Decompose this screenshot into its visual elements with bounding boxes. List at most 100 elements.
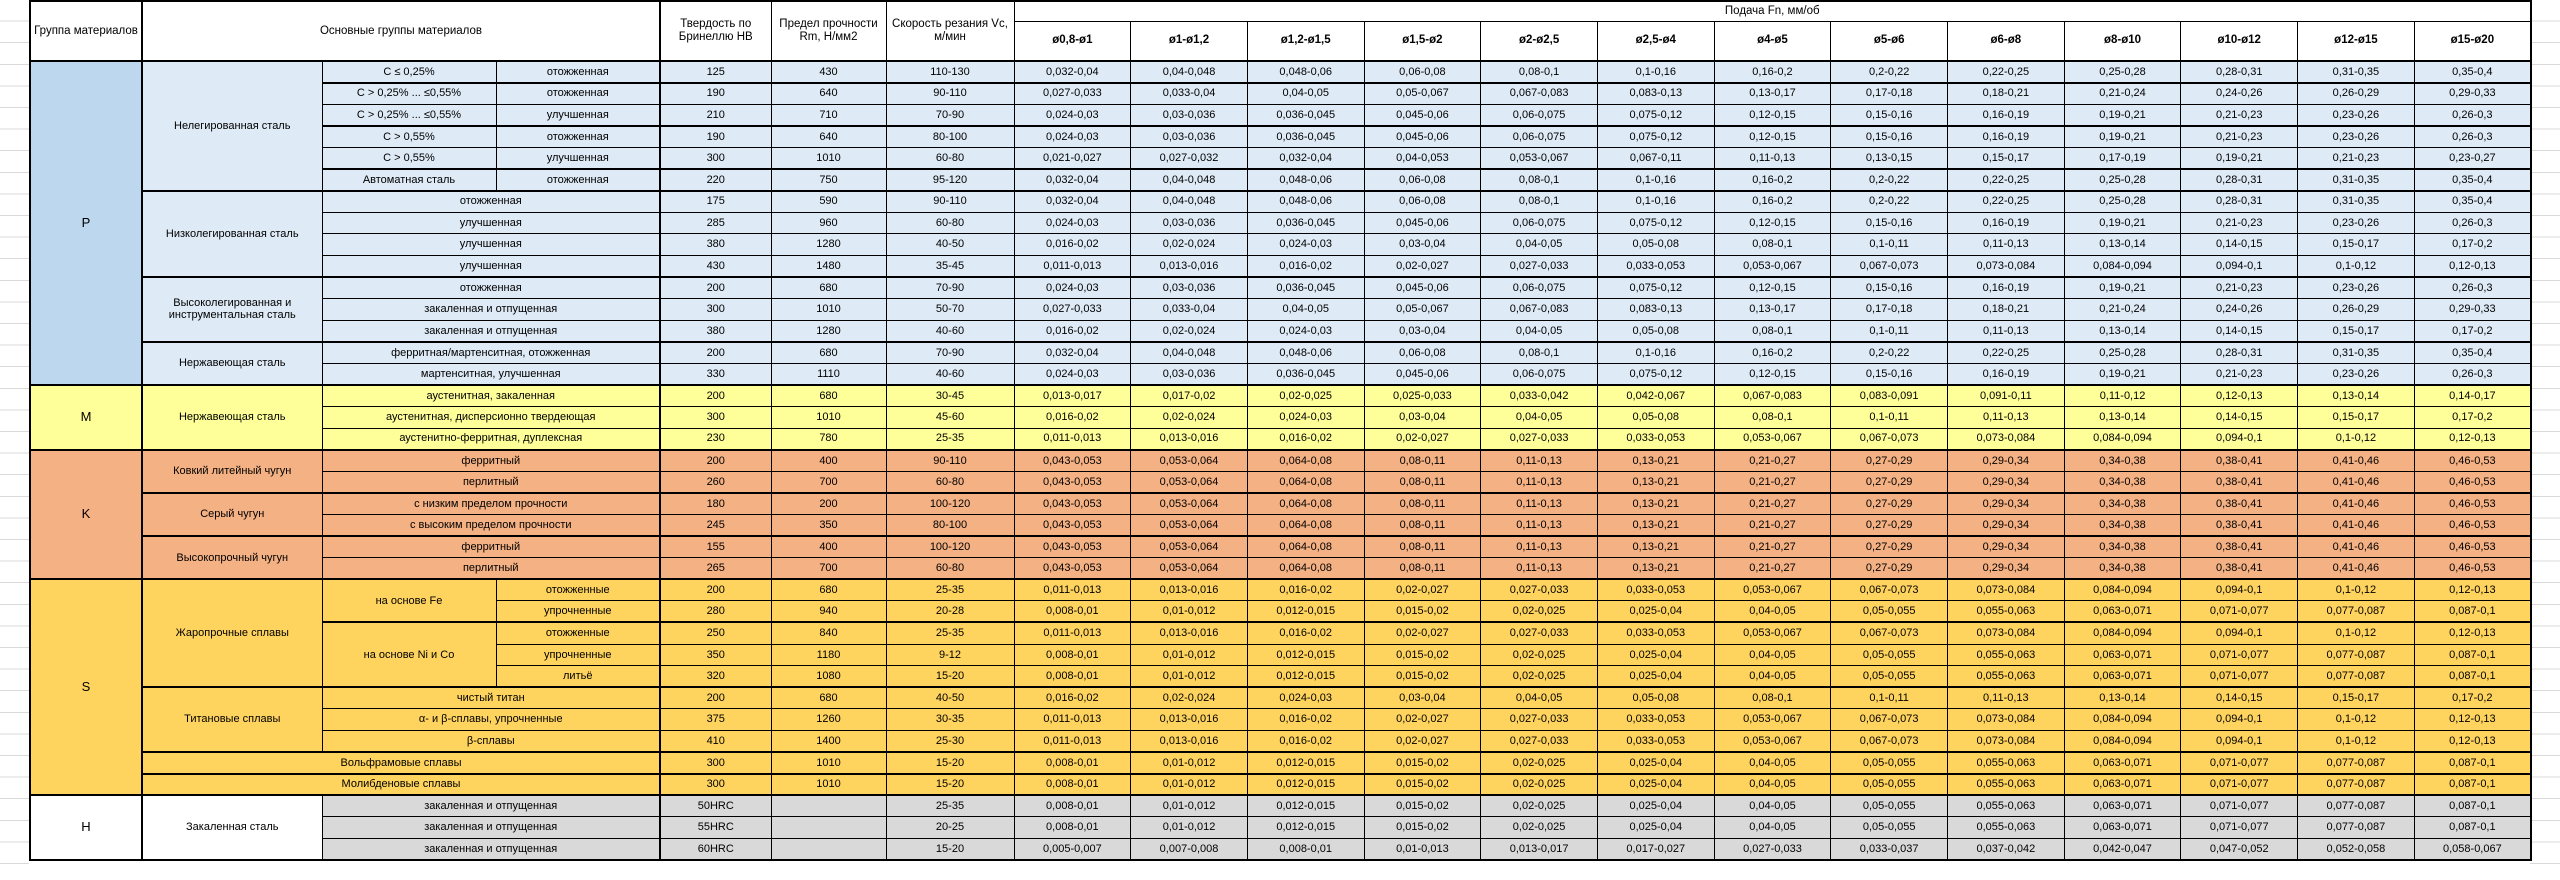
feed-cell-ø6-ø8[interactable]: 0,16-0,19 — [1947, 103, 2065, 127]
feed-cell-ø1-ø1,2[interactable]: 0,04-0,048 — [1130, 60, 1248, 84]
feed-cell-ø10-ø12[interactable]: 0,38-0,41 — [2180, 448, 2299, 472]
feed-cell-ø0,8-ø1[interactable]: 0,008-0,01 — [1013, 665, 1132, 688]
feed-cell-ø2-ø2,5[interactable]: 0,02-0,025 — [1480, 794, 1598, 818]
feed-cell-ø2,5-ø4[interactable]: 0,13-0,21 — [1596, 448, 1715, 472]
feed-cell-ø1,5-ø2[interactable]: 0,015-0,02 — [1363, 772, 1482, 796]
feed-cell-ø4-ø5[interactable]: 0,08-0,1 — [1713, 319, 1832, 343]
feed-cell-ø10-ø12[interactable]: 0,28-0,31 — [2180, 60, 2299, 84]
feed-cell-ø1-ø1,2[interactable]: 0,03-0,036 — [1130, 275, 1248, 300]
speed-cell[interactable]: 70-90 — [885, 340, 1015, 364]
feed-cell-ø15-ø20[interactable]: 0,46-0,53 — [2413, 448, 2532, 472]
feed-cell-ø0,8-ø1[interactable]: 0,013-0,017 — [1013, 383, 1132, 407]
hardness-cell[interactable]: 180 — [659, 491, 772, 515]
feed-cell-ø1,5-ø2[interactable]: 0,02-0,027 — [1363, 729, 1482, 753]
feed-cell-ø6-ø8[interactable]: 0,11-0,13 — [1947, 406, 2065, 429]
feed-cell-ø12-ø15[interactable]: 0,077-0,087 — [2297, 665, 2415, 688]
feed-cell-ø1-ø1,2[interactable]: 0,01-0,012 — [1130, 600, 1248, 623]
feed-cell-ø2-ø2,5[interactable]: 0,04-0,05 — [1480, 686, 1598, 710]
feed-cell-ø1,5-ø2[interactable]: 0,02-0,027 — [1363, 427, 1482, 451]
condition-cell[interactable]: улучшенная — [321, 211, 661, 235]
feed-cell-ø1-ø1,2[interactable]: 0,02-0,024 — [1130, 319, 1248, 343]
feed-cell-ø4-ø5[interactable]: 0,053-0,067 — [1713, 427, 1832, 451]
strength-cell[interactable] — [770, 816, 887, 839]
feed-cell-ø1,2-ø1,5[interactable]: 0,048-0,06 — [1246, 340, 1365, 364]
feed-cell-ø2,5-ø4[interactable]: 0,075-0,12 — [1596, 211, 1715, 235]
feed-cell-ø12-ø15[interactable]: 0,077-0,087 — [2297, 600, 2415, 623]
feed-cell-ø15-ø20[interactable]: 0,35-0,4 — [2413, 340, 2532, 364]
feed-cell-ø2,5-ø4[interactable]: 0,075-0,12 — [1596, 124, 1715, 148]
feed-cell-ø12-ø15[interactable]: 0,077-0,087 — [2297, 794, 2415, 818]
speed-cell[interactable]: 40-60 — [885, 362, 1015, 386]
feed-cell-ø5-ø6[interactable]: 0,2-0,22 — [1830, 340, 1948, 364]
feed-cell-ø0,8-ø1[interactable]: 0,016-0,02 — [1013, 406, 1132, 429]
feed-cell-ø5-ø6[interactable]: 0,1-0,11 — [1830, 233, 1948, 256]
header-diameter-range-9[interactable]: ø8-ø10 — [2063, 20, 2182, 62]
header-diameter-range-10[interactable]: ø10-ø12 — [2180, 20, 2299, 62]
feed-cell-ø4-ø5[interactable]: 0,053-0,067 — [1713, 254, 1832, 278]
feed-cell-ø1,2-ø1,5[interactable]: 0,064-0,08 — [1246, 535, 1365, 559]
feed-cell-ø8-ø10[interactable]: 0,084-0,094 — [2063, 578, 2182, 602]
feed-cell-ø5-ø6[interactable]: 0,05-0,055 — [1830, 816, 1948, 839]
feed-cell-ø1,2-ø1,5[interactable]: 0,016-0,02 — [1246, 427, 1365, 451]
feed-cell-ø6-ø8[interactable]: 0,29-0,34 — [1947, 491, 2065, 515]
feed-cell-ø5-ø6[interactable]: 0,05-0,055 — [1830, 665, 1948, 688]
feed-cell-ø1,2-ø1,5[interactable]: 0,02-0,025 — [1246, 383, 1365, 407]
feed-cell-ø1,2-ø1,5[interactable]: 0,036-0,045 — [1246, 103, 1365, 127]
feed-cell-ø8-ø10[interactable]: 0,13-0,14 — [2063, 406, 2182, 429]
feed-cell-ø4-ø5[interactable]: 0,053-0,067 — [1713, 621, 1832, 645]
feed-cell-ø2-ø2,5[interactable]: 0,08-0,1 — [1480, 167, 1598, 192]
feed-cell-ø2,5-ø4[interactable]: 0,025-0,04 — [1596, 816, 1715, 839]
feed-cell-ø5-ø6[interactable]: 0,27-0,29 — [1830, 448, 1948, 472]
feed-cell-ø8-ø10[interactable]: 0,063-0,071 — [2063, 794, 2182, 818]
feed-cell-ø5-ø6[interactable]: 0,05-0,055 — [1830, 600, 1948, 623]
feed-cell-ø15-ø20[interactable]: 0,17-0,2 — [2413, 233, 2532, 256]
feed-cell-ø15-ø20[interactable]: 0,12-0,13 — [2413, 621, 2532, 645]
strength-cell[interactable]: 1480 — [770, 254, 887, 278]
feed-cell-ø0,8-ø1[interactable]: 0,008-0,01 — [1013, 600, 1132, 623]
speed-cell[interactable]: 25-30 — [885, 729, 1015, 753]
material-name[interactable]: Жаропрочные сплавы — [141, 578, 323, 688]
feed-cell-ø12-ø15[interactable]: 0,1-0,12 — [2297, 708, 2415, 731]
feed-cell-ø1,5-ø2[interactable]: 0,08-0,11 — [1363, 448, 1482, 472]
material-name[interactable]: Нелегированная сталь — [141, 60, 323, 192]
feed-cell-ø4-ø5[interactable]: 0,13-0,17 — [1713, 298, 1832, 321]
hardness-cell[interactable]: 230 — [659, 427, 772, 451]
feed-cell-ø8-ø10[interactable]: 0,13-0,14 — [2063, 233, 2182, 256]
feed-cell-ø10-ø12[interactable]: 0,14-0,15 — [2180, 406, 2299, 429]
feed-cell-ø8-ø10[interactable]: 0,11-0,12 — [2063, 383, 2182, 407]
feed-cell-ø2,5-ø4[interactable]: 0,13-0,21 — [1596, 470, 1715, 494]
strength-cell[interactable]: 1180 — [770, 643, 887, 667]
feed-cell-ø8-ø10[interactable]: 0,063-0,071 — [2063, 816, 2182, 839]
material-name[interactable]: Высоколегированная и инструментальная ст… — [141, 275, 323, 343]
hardness-cell[interactable]: 210 — [659, 103, 772, 127]
feed-cell-ø12-ø15[interactable]: 0,052-0,058 — [2297, 837, 2415, 861]
speed-cell[interactable]: 15-20 — [885, 665, 1015, 688]
feed-cell-ø4-ø5[interactable]: 0,12-0,15 — [1713, 124, 1832, 148]
feed-cell-ø8-ø10[interactable]: 0,063-0,071 — [2063, 600, 2182, 623]
feed-cell-ø1-ø1,2[interactable]: 0,01-0,012 — [1130, 665, 1248, 688]
condition-cell[interactable]: с низким пределом прочности — [321, 491, 661, 515]
feed-cell-ø6-ø8[interactable]: 0,22-0,25 — [1947, 340, 2065, 364]
speed-cell[interactable]: 25-35 — [885, 621, 1015, 645]
feed-cell-ø15-ø20[interactable]: 0,29-0,33 — [2413, 298, 2532, 321]
feed-cell-ø6-ø8[interactable]: 0,073-0,084 — [1947, 708, 2065, 731]
speed-cell[interactable]: 60-80 — [885, 211, 1015, 235]
feed-cell-ø0,8-ø1[interactable]: 0,008-0,01 — [1013, 643, 1132, 667]
feed-cell-ø1-ø1,2[interactable]: 0,01-0,012 — [1130, 816, 1248, 839]
feed-cell-ø5-ø6[interactable]: 0,2-0,22 — [1830, 189, 1948, 213]
feed-cell-ø1-ø1,2[interactable]: 0,033-0,04 — [1130, 81, 1248, 105]
feed-cell-ø8-ø10[interactable]: 0,084-0,094 — [2063, 427, 2182, 451]
feed-cell-ø10-ø12[interactable]: 0,094-0,1 — [2180, 621, 2299, 645]
condition-cell[interactable]: упрочненные — [495, 600, 661, 623]
feed-cell-ø15-ø20[interactable]: 0,23-0,27 — [2413, 146, 2532, 170]
material-name[interactable]: Серый чугун — [141, 491, 323, 537]
feed-cell-ø1,5-ø2[interactable]: 0,02-0,027 — [1363, 578, 1482, 602]
condition-cell[interactable]: C ≤ 0,25% — [321, 60, 497, 84]
feed-cell-ø2-ø2,5[interactable]: 0,06-0,075 — [1480, 275, 1598, 300]
feed-cell-ø10-ø12[interactable]: 0,094-0,1 — [2180, 254, 2299, 278]
header-diameter-range-12[interactable]: ø15-ø20 — [2413, 20, 2532, 62]
strength-cell[interactable]: 1010 — [770, 751, 887, 775]
feed-cell-ø8-ø10[interactable]: 0,063-0,071 — [2063, 643, 2182, 667]
feed-cell-ø4-ø5[interactable]: 0,16-0,2 — [1713, 167, 1832, 192]
feed-cell-ø1,2-ø1,5[interactable]: 0,064-0,08 — [1246, 557, 1365, 580]
